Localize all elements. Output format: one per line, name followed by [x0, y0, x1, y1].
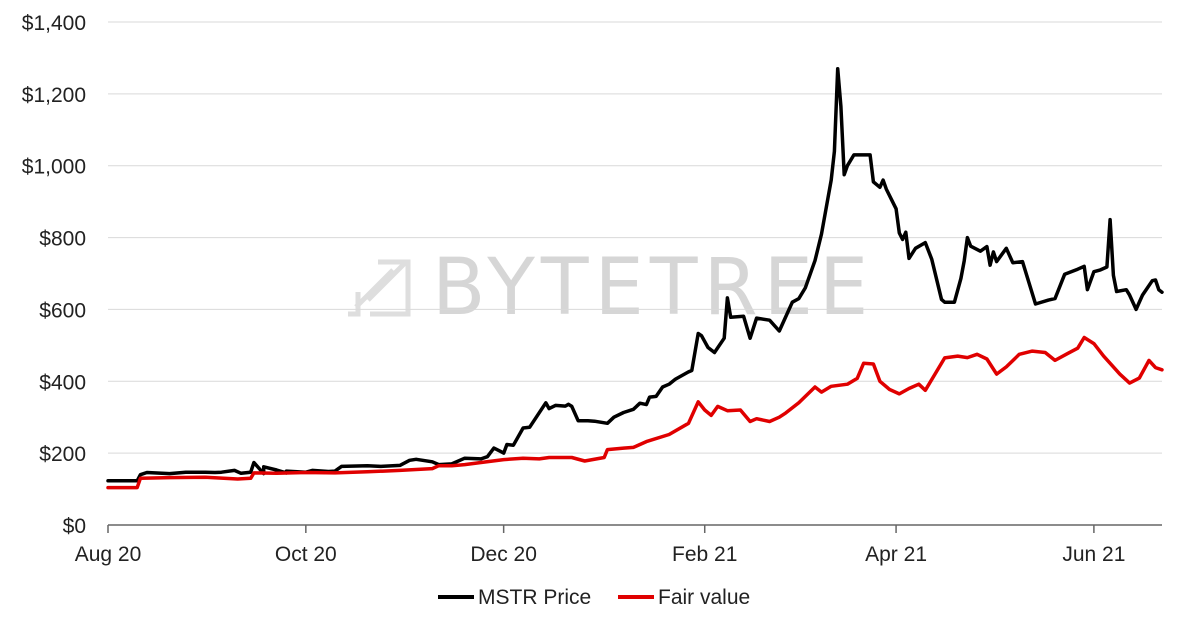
watermark-text: BYTETREE: [432, 243, 874, 333]
grid: [108, 21, 1162, 526]
x-tick-label: Aug 20: [75, 543, 142, 566]
x-axis: Aug 20 Oct 20 Dec 20 Feb 21 Apr 21 Jun 21: [75, 525, 1125, 566]
y-tick-label: $0: [63, 515, 86, 538]
y-tick-label: $1,400: [22, 12, 86, 35]
x-tick-label: Apr 21: [865, 543, 927, 566]
y-axis: $0 $200 $400 $600 $800 $1,000 $1,200 $1,400: [22, 12, 86, 538]
watermark: BYTETREE: [348, 243, 874, 333]
legend: MSTR Price Fair value: [438, 586, 750, 609]
series-line: [106, 66, 1164, 483]
legend-label: Fair value: [658, 586, 750, 609]
y-tick-label: $200: [39, 443, 86, 466]
y-tick-label: $1,200: [22, 84, 86, 107]
x-tick-label: Feb 21: [672, 543, 737, 566]
y-tick-label: $800: [39, 228, 86, 251]
x-tick-label: Jun 21: [1062, 543, 1125, 566]
x-tick-label: Dec 20: [470, 543, 537, 566]
legend-label: MSTR Price: [478, 586, 591, 609]
y-tick-label: $600: [39, 299, 86, 322]
y-tick-label: $400: [39, 371, 86, 394]
y-tick-label: $1,000: [22, 156, 86, 179]
series-group: [106, 66, 1164, 490]
x-tick-label: Oct 20: [275, 543, 337, 566]
series-line: [106, 335, 1164, 490]
bytetree-logo-icon: [348, 259, 411, 317]
